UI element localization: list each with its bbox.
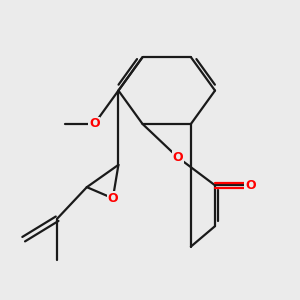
Text: O: O: [172, 151, 183, 164]
Text: O: O: [89, 118, 100, 130]
Text: O: O: [107, 192, 118, 205]
Text: O: O: [245, 179, 256, 192]
